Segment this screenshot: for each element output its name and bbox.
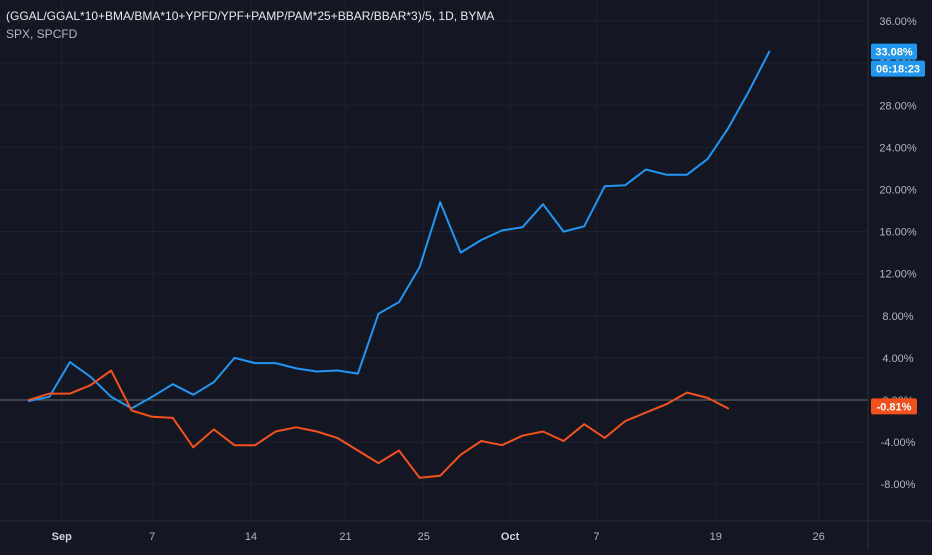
x-tick-label: 14: [245, 531, 257, 543]
last-value-label: 33.08%: [875, 47, 913, 59]
x-tick-label: Sep: [52, 531, 72, 543]
y-tick-label: 28.00%: [879, 100, 917, 112]
series-layer: [27, 50, 771, 479]
spx-last-badge: [871, 398, 917, 415]
series-line-composite-index: [27, 50, 771, 410]
last-value-badge: [871, 43, 917, 60]
y-tick-label: -4.00%: [881, 437, 916, 449]
y-tick-label: 12.00%: [879, 269, 917, 281]
x-tick-label: 7: [149, 531, 155, 543]
y-tick-label: 16.00%: [879, 227, 917, 239]
x-tick-label: 25: [418, 531, 430, 543]
grid: [0, 0, 868, 521]
y-tick-label: 24.00%: [879, 142, 917, 154]
x-tick-label: 7: [593, 531, 599, 543]
countdown-badge: [871, 60, 925, 77]
time-scale[interactable]: Sep 7 14 21 25 Oct 7 19 26: [52, 531, 825, 543]
y-tick-label: 36.00%: [879, 16, 917, 28]
x-tick-label: 21: [339, 531, 351, 543]
x-tick-label: 19: [710, 531, 722, 543]
y-tick-label: 8.00%: [882, 311, 913, 323]
countdown-label: 06:18:23: [876, 64, 920, 76]
x-tick-label: Oct: [501, 531, 520, 543]
y-tick-label: -8.00%: [881, 479, 916, 491]
price-badges: 33.08% 06:18:23 -0.81%: [871, 43, 925, 415]
spx-last-label: -0.81%: [877, 401, 912, 413]
y-tick-label: 4.00%: [882, 353, 913, 365]
y-tick-label: 20.00%: [879, 184, 917, 196]
x-tick-label: 26: [813, 531, 825, 543]
series-line-spx: [27, 369, 730, 479]
